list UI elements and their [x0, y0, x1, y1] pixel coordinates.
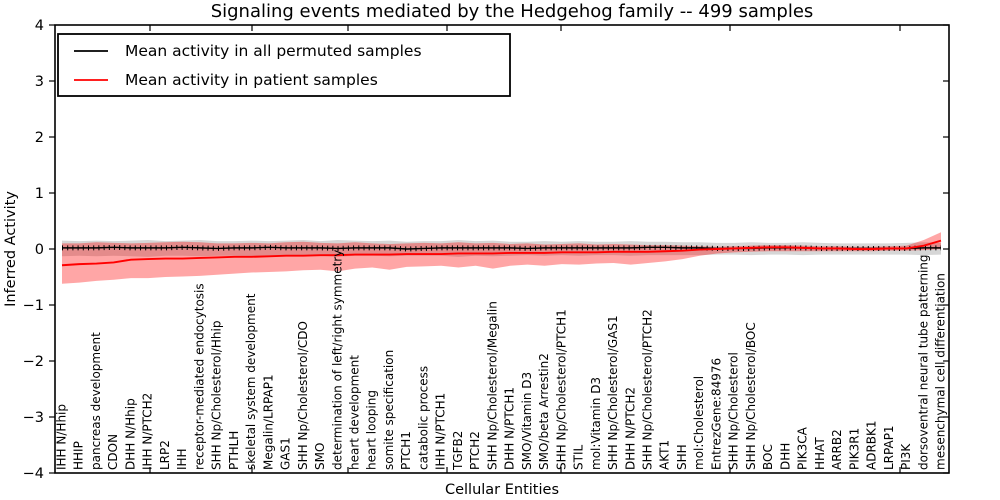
x-tick-label: SHH Np/Cholesterol/Hhip — [210, 321, 224, 470]
legend-box — [57, 33, 511, 97]
x-tick-label: DHH N/PTCH2 — [623, 387, 637, 470]
legend: Mean activity in all permuted samples Me… — [57, 33, 511, 97]
x-tick-label: DHH N/PTCH1 — [503, 387, 517, 470]
x-tick-label: receptor-mediated endocytosis — [192, 283, 206, 470]
x-tick-label: DHH — [778, 443, 792, 470]
x-tick-label: SMO/beta Arrestin2 — [537, 353, 551, 470]
x-tick-label: mesenchymal cell differentiation — [934, 273, 948, 470]
x-tick-label: SHH Np/Cholesterol/PTCH2 — [641, 309, 655, 470]
x-tick-label: SHH Np/Cholesterol/PTCH1 — [554, 309, 568, 470]
x-tick-label: AKT1 — [658, 440, 672, 470]
y-tick-label: 3 — [35, 74, 44, 90]
x-tick-label: determination of left/right symmetry — [330, 250, 344, 470]
x-tick-label: SHH Np/Cholesterol/BOC — [744, 322, 758, 470]
x-tick-label: heart development — [348, 355, 362, 470]
y-tick-label: −3 — [23, 410, 44, 426]
x-tick-label: HHIP — [72, 441, 86, 470]
x-axis-label: Cellular Entities — [445, 482, 559, 498]
x-tick-label: ADRBK1 — [865, 420, 879, 470]
x-tick-label: PTCH2 — [468, 431, 482, 470]
y-tick-label: −2 — [23, 354, 44, 370]
x-tick-label: LRP2 — [158, 440, 172, 470]
x-tick-label: mol:Vitamin D3 — [589, 377, 603, 470]
x-tick-label: PIK3CA — [796, 426, 810, 470]
x-tick-label: dorsoventral neural tube patterning — [916, 254, 930, 470]
x-tick-label: HHAT — [813, 437, 827, 470]
x-tick-label: heart looping — [365, 390, 379, 470]
axis-ticks — [49, 24, 949, 474]
x-tick-label: SHH Np/Cholesterol/CDO — [296, 321, 310, 470]
x-tick-label: somite specification — [382, 350, 396, 470]
y-tick-label: 4 — [35, 18, 44, 34]
x-tick-label: SMO/Vitamin D3 — [520, 372, 534, 470]
series-lines — [61, 239, 942, 267]
x-tick-label: catabolic process — [416, 366, 430, 470]
x-tick-label: ARRB2 — [830, 429, 844, 470]
x-tick-label: CDON — [106, 434, 120, 470]
x-tick-label: IHH N/PTCH2 — [141, 393, 155, 470]
x-tick-label: SHH Np/Cholesterol — [727, 352, 741, 470]
x-tick-label: EntrezGene:84976 — [709, 358, 723, 470]
y-tick-label: −1 — [23, 298, 44, 314]
x-tick-label: TGFB2 — [451, 431, 465, 471]
patient-spread-band — [62, 232, 941, 284]
y-tick-label: 1 — [35, 186, 44, 202]
x-tick-label: BOC — [761, 444, 775, 470]
y-tick-label: 2 — [35, 130, 44, 146]
x-tick-label: SMO — [313, 443, 327, 470]
x-tick-label: GAS1 — [279, 437, 293, 470]
y-tick-label: 0 — [35, 242, 44, 258]
x-tick-label: skeletal system development — [244, 293, 258, 470]
y-tick-labels: 4 3 2 1 0 −1 −2 −3 −4 — [23, 18, 44, 482]
x-tick-label: IHH N/Hhip — [55, 404, 69, 470]
x-tick-label: STIL — [572, 445, 586, 470]
x-tick-label: PIK3R1 — [847, 428, 861, 470]
x-tick-label: PTHLH — [227, 431, 241, 470]
x-tick-label: LRPAP1 — [882, 425, 896, 470]
x-tick-label: Megalin/LRPAP1 — [261, 374, 275, 470]
x-tick-label: IHH N/PTCH1 — [434, 393, 448, 470]
x-tick-label: PTCH1 — [399, 431, 413, 470]
y-tick-label: −4 — [23, 466, 44, 482]
x-category-labels: IHH N/Hhip HHIP pancreas development CDON DH… — [55, 250, 948, 471]
chart-title: Signaling events mediated by the Hedgeho… — [211, 1, 814, 22]
patient-mean-line — [61, 239, 942, 267]
x-tick-label: SHH — [675, 444, 689, 470]
x-tick-label: PI3K — [899, 443, 913, 470]
y-axis-label: Inferred Activity — [3, 191, 19, 307]
x-tick-label: pancreas development — [89, 332, 103, 470]
legend-entry-permuted-label: Mean activity in all permuted samples — [125, 42, 422, 60]
x-tick-label: DHH N/Hhip — [123, 398, 137, 470]
x-tick-label: IHH — [175, 448, 189, 470]
x-tick-label: mol:Cholesterol — [692, 376, 706, 470]
x-tick-label: SHH Np/Cholesterol/GAS1 — [606, 315, 620, 470]
x-tick-label: SHH Np/Cholesterol/Megalin — [485, 301, 499, 470]
legend-entry-patient-label: Mean activity in patient samples — [125, 71, 378, 89]
